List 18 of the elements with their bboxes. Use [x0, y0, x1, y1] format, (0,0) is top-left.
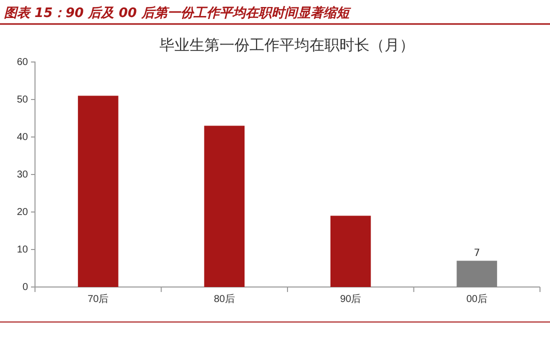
y-tick-label: 10: [16, 244, 28, 256]
x-tick-label: 90后: [340, 293, 362, 306]
y-tick-label: 20: [16, 207, 28, 218]
data-label: 7: [474, 248, 480, 259]
chart-title: 图表 15：90 后及 00 后第一份工作平均在职时间显著缩短: [4, 5, 352, 21]
x-tick-label: 70后: [88, 293, 109, 306]
bar: [78, 96, 118, 287]
y-tick-label: 60: [16, 57, 28, 68]
y-tick-label: 30: [16, 170, 28, 181]
chart-subtitle: 毕业生第一份工作平均在职时长（月）: [160, 36, 414, 54]
y-tick-label: 50: [16, 94, 28, 106]
y-tick-label: 40: [16, 132, 28, 144]
bar: [330, 216, 371, 287]
bar: [456, 260, 498, 287]
x-tick-label: 00后: [466, 293, 488, 306]
bar: [204, 126, 245, 287]
y-tick-label: 0: [22, 282, 28, 294]
x-tick-label: 80后: [214, 293, 235, 306]
